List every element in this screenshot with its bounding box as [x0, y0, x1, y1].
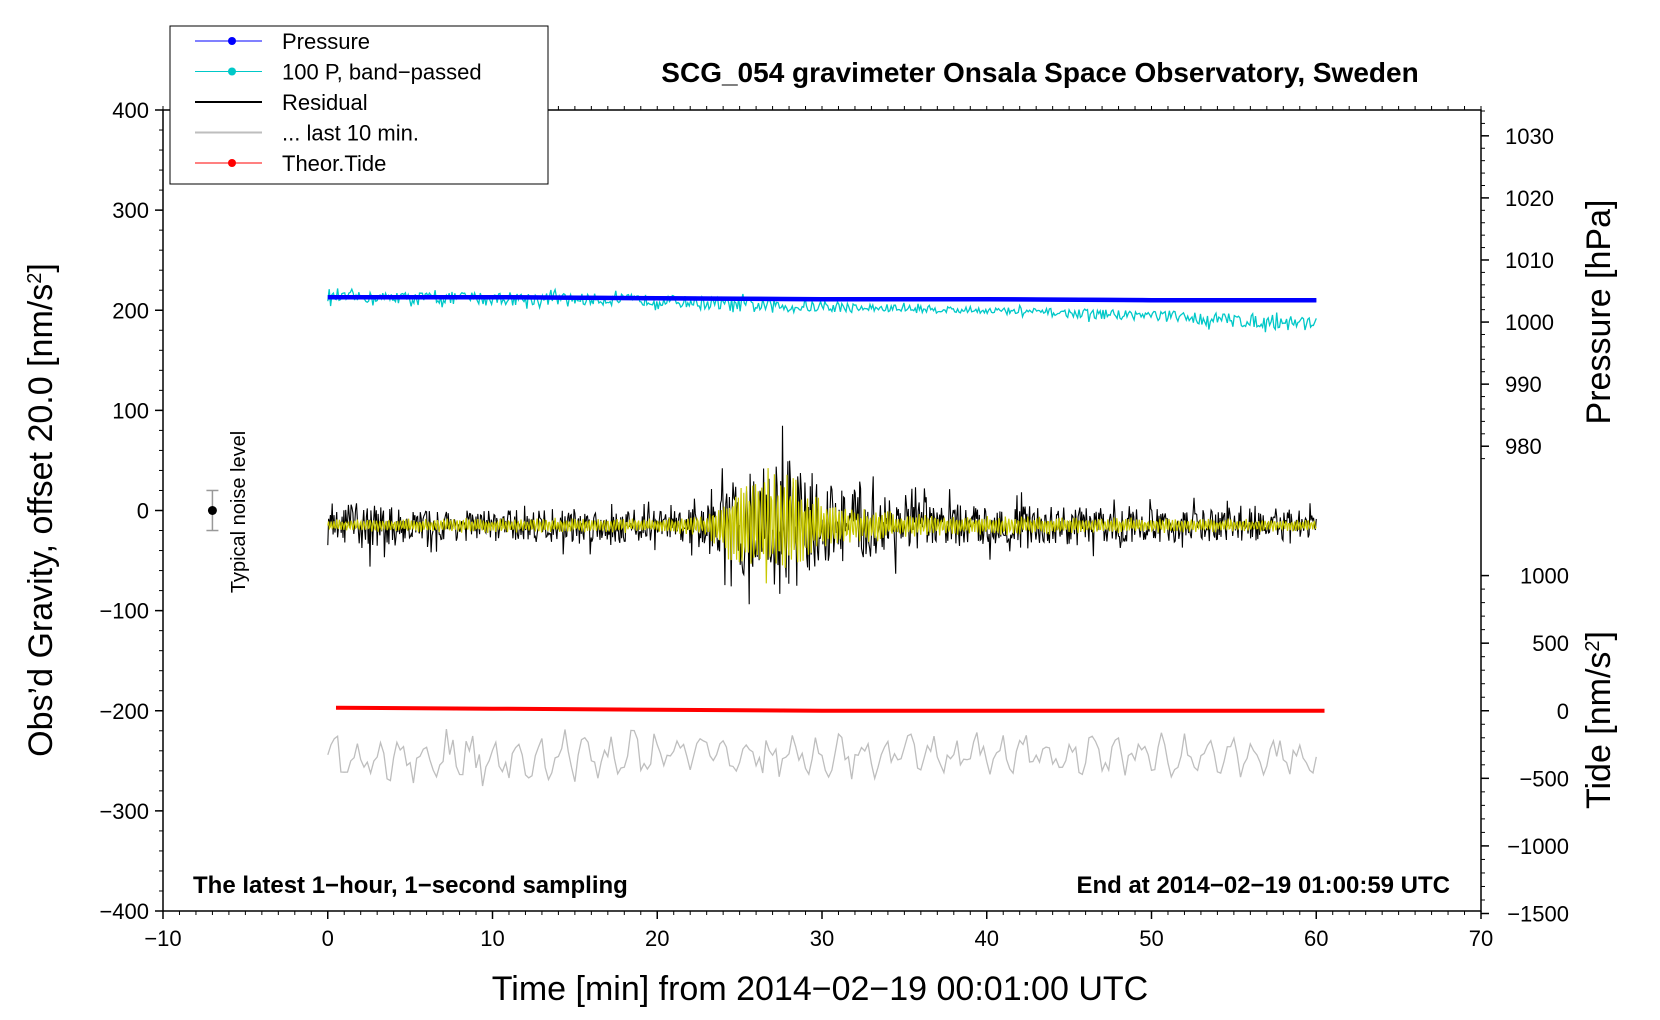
tide-axis-title: Tide [nm/s2]	[1580, 631, 1618, 809]
y-tick-label: −300	[99, 799, 149, 824]
y-axis-title-end: ]	[22, 263, 60, 272]
series-layer	[327, 287, 1325, 787]
legend-label: Theor.Tide	[282, 151, 386, 176]
noise-indicator: Typical noise level	[206, 431, 250, 593]
tide-axis-title-main: Tide [nm/s	[1580, 652, 1618, 809]
axes-layer: −10 0 10 20 30 40 50 60 704003002001000−100−200−…	[99, 98, 1569, 951]
y-axis-title-main: Obs’d Gravity, offset 20.0 [nm/s	[22, 284, 60, 757]
tide-tick-label: −1500	[1507, 902, 1569, 927]
x-tick-label: 40	[975, 926, 999, 951]
series-line-1	[327, 287, 1317, 333]
y-axis-title-sup: 2	[24, 273, 46, 284]
pressure-tick-label: 990	[1505, 372, 1542, 397]
legend-marker	[228, 67, 236, 76]
pressure-line-top	[327, 294, 1317, 303]
legend-entries: Pressure 100 P, band−passed Residual ... la…	[195, 29, 482, 176]
x-tick-label: 10	[480, 926, 504, 951]
chart-title: SCG_054 gravimeter Onsala Space Observat…	[661, 57, 1418, 88]
legend-label: ... last 10 min.	[282, 121, 419, 146]
pressure-tick-label: 1020	[1505, 186, 1554, 211]
x-tick-label: 30	[810, 926, 834, 951]
legend-label: Pressure	[282, 29, 370, 54]
pressure-tick-label: 1000	[1505, 310, 1554, 335]
pressure-tick-label: 1010	[1505, 248, 1554, 273]
noise-bar	[206, 489, 219, 532]
tide-tick-label: −1000	[1507, 834, 1569, 859]
legend-label: Residual	[282, 90, 368, 115]
y-tick-label: 100	[112, 398, 149, 423]
tide-tick-label: 0	[1557, 699, 1569, 724]
tide-tick-label: 500	[1532, 631, 1569, 656]
x-tick-label: 60	[1304, 926, 1328, 951]
series-line-4	[327, 729, 1317, 787]
legend: Pressure 100 P, band−passed Residual ... la…	[169, 25, 549, 185]
x-tick-label: 20	[645, 926, 669, 951]
y-tick-label: 0	[137, 499, 149, 524]
series-line-2	[327, 425, 1317, 605]
legend-box	[169, 25, 549, 185]
pressure-tick-label: 1030	[1505, 124, 1554, 149]
tide-tick-label: 1000	[1520, 564, 1569, 589]
y-tick-label: 400	[112, 98, 149, 123]
note-right: End at 2014−02−19 01:00:59 UTC	[1076, 872, 1450, 899]
y-tick-label: 200	[112, 298, 149, 323]
legend-marker	[228, 159, 236, 167]
x-axis-title: Time [min] from 2014−02−19 00:01:00 UTC	[492, 970, 1148, 1008]
noise-label: Typical noise level	[228, 431, 250, 593]
x-tick-label: 70	[1469, 926, 1493, 951]
plot-frame	[162, 109, 1482, 912]
series-line-3	[327, 468, 1317, 584]
y-tick-label: −400	[99, 899, 149, 924]
series-line-5	[335, 705, 1325, 713]
tide-tick-label: −500	[1519, 766, 1569, 791]
x-tick-label: 50	[1139, 926, 1163, 951]
x-tick-label: 0	[322, 926, 334, 951]
pressure-tick-label: 980	[1505, 434, 1542, 459]
pressure-axis-title: Pressure [hPa]	[1580, 200, 1618, 425]
noise-bar-dot	[207, 506, 217, 515]
legend-label: 100 P, band−passed	[282, 60, 482, 85]
y-tick-label: 300	[112, 198, 149, 223]
y-tick-label: −100	[99, 599, 149, 624]
legend-marker	[228, 37, 236, 45]
tide-axis-title-sup: 2	[1582, 640, 1604, 651]
note-left: The latest 1−hour, 1−second sampling	[193, 872, 628, 899]
tide-axis-title-end: ]	[1580, 631, 1618, 640]
x-tick-label: −10	[144, 926, 181, 951]
y-axis-title: Obs’d Gravity, offset 20.0 [nm/s2]	[22, 263, 60, 757]
y-tick-label: −200	[99, 699, 149, 724]
